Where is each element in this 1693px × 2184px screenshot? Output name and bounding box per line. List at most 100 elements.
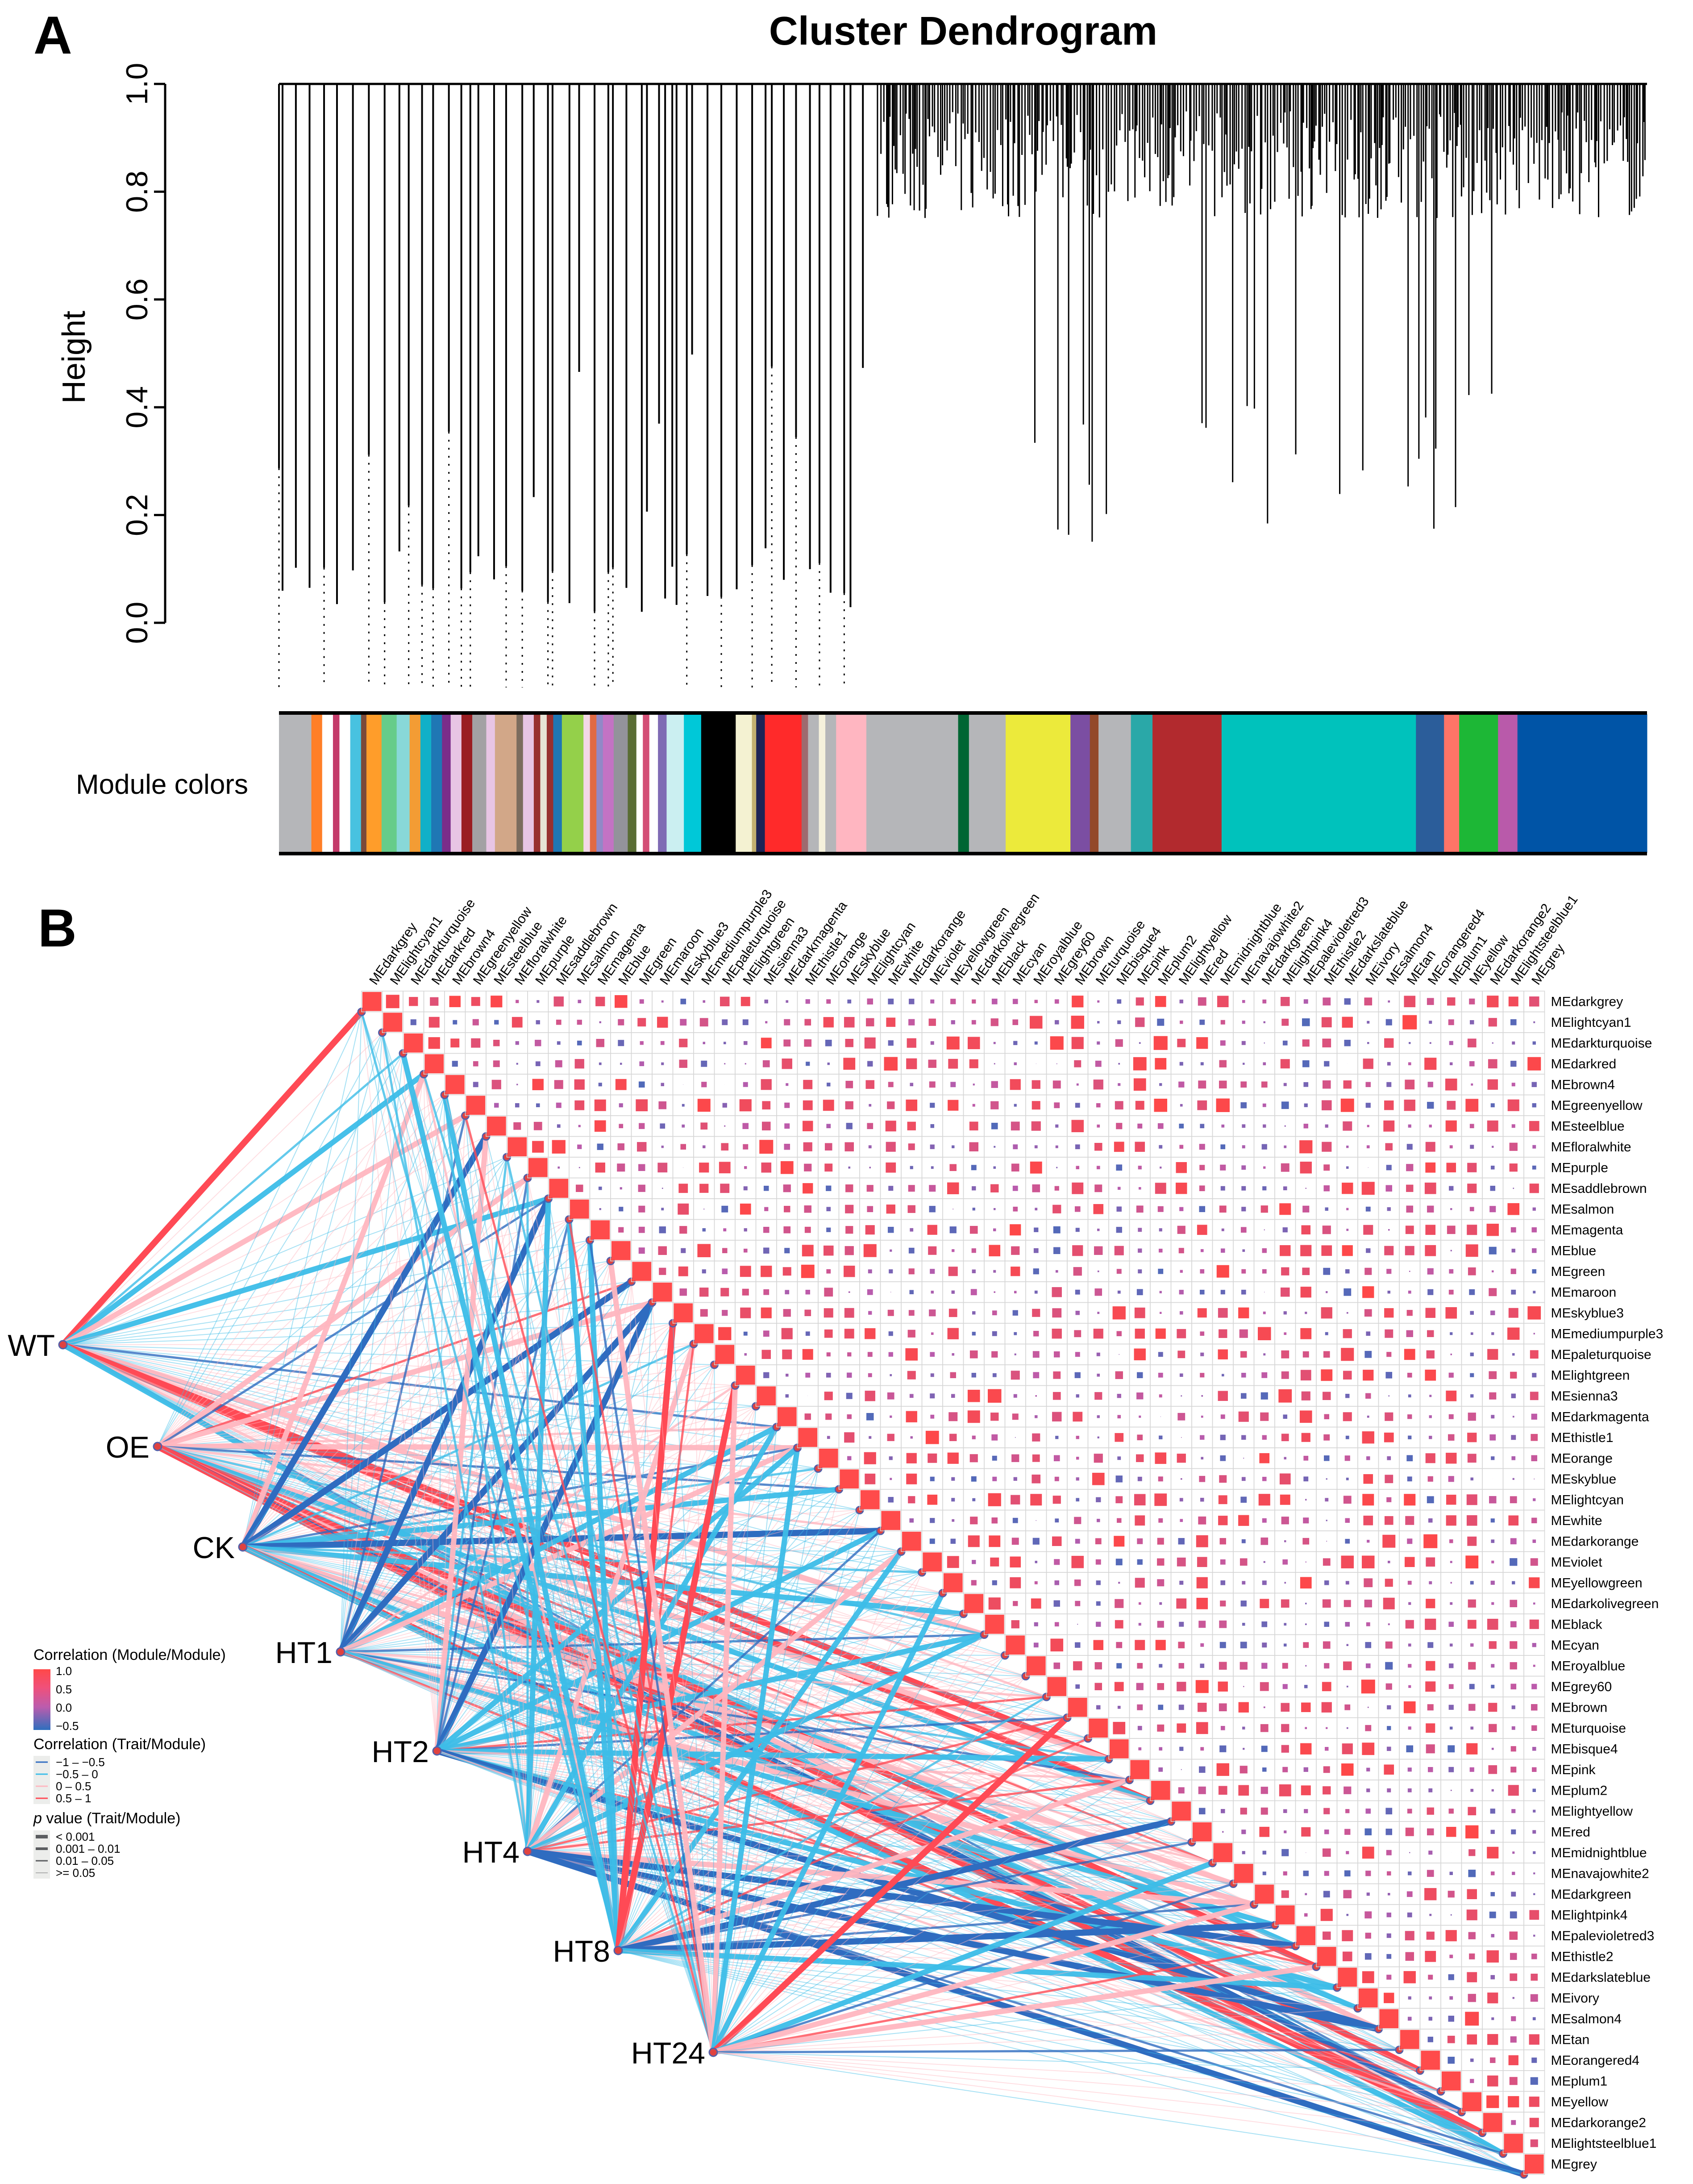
correlation-square	[1407, 1372, 1412, 1378]
module-color-segment	[1459, 714, 1498, 853]
correlation-square	[570, 1199, 589, 1219]
correlation-square	[1466, 1515, 1477, 1526]
correlation-square	[1241, 1372, 1246, 1378]
correlation-square	[1178, 1787, 1185, 1794]
correlation-square	[1112, 1306, 1126, 1320]
correlation-square	[1053, 1600, 1060, 1607]
correlation-square	[991, 1517, 998, 1524]
correlation-square	[536, 1020, 540, 1025]
correlation-square	[1384, 1038, 1394, 1048]
correlation-square	[1263, 1021, 1265, 1023]
module-color-segment	[1006, 714, 1071, 853]
correlation-square	[972, 1560, 976, 1564]
correlation-square	[1179, 1123, 1184, 1129]
trait-module-link	[61, 1072, 426, 1347]
correlation-square	[994, 1063, 995, 1065]
correlation-square	[1258, 1494, 1270, 1506]
trait-node	[708, 2047, 718, 2057]
correlation-square	[860, 1490, 880, 1509]
correlation-square	[1011, 1246, 1020, 1255]
correlation-square	[803, 1079, 813, 1089]
correlation-square	[1259, 1453, 1270, 1463]
correlation-square	[1179, 1290, 1184, 1295]
correlation-square	[1160, 1312, 1162, 1314]
correlation-square	[1177, 1225, 1186, 1234]
correlation-square	[1134, 1307, 1145, 1318]
trait-module-link	[437, 1551, 902, 1751]
trait-module-link	[618, 1841, 1192, 1952]
correlation-square	[574, 1100, 585, 1110]
correlation-square	[1032, 1433, 1040, 1442]
correlation-square	[1012, 1310, 1018, 1316]
correlation-square	[1034, 1227, 1039, 1232]
row-label: MEpurple	[1551, 1160, 1608, 1175]
correlation-square	[1509, 1931, 1518, 1940]
correlation-square	[661, 1146, 664, 1148]
correlation-square	[930, 1414, 935, 1419]
module-color-segment	[516, 714, 524, 853]
module-color-segment	[311, 714, 323, 853]
correlation-square	[1072, 1245, 1083, 1256]
correlation-square	[1177, 1557, 1186, 1567]
correlation-square	[1220, 1726, 1225, 1730]
correlation-square	[1510, 1662, 1517, 1670]
trait-module-link	[62, 1344, 1068, 1718]
correlation-square	[1181, 1478, 1182, 1480]
correlation-square	[1407, 1476, 1412, 1482]
correlation-square	[1135, 1515, 1145, 1526]
correlation-square	[1035, 1561, 1037, 1563]
module-color-segment	[562, 714, 584, 853]
correlation-square	[971, 1165, 977, 1171]
trait-module-link	[464, 1115, 715, 2053]
correlation-square	[1220, 1414, 1225, 1419]
correlation-square	[1529, 1577, 1540, 1588]
correlation-square	[1094, 1246, 1103, 1255]
correlation-square	[1136, 1683, 1144, 1690]
trait-module-link	[340, 1136, 487, 1652]
correlation-square	[909, 1518, 914, 1523]
correlation-square	[1470, 1020, 1474, 1025]
correlation-square	[929, 1206, 936, 1213]
correlation-square	[1220, 1144, 1226, 1150]
correlation-square	[1240, 1642, 1247, 1649]
y-axis: 0.00.20.40.60.81.0	[120, 63, 166, 644]
module-color-segment	[1070, 714, 1090, 853]
correlation-square	[824, 1308, 833, 1318]
correlation-square	[1387, 1207, 1391, 1211]
module-color-segment	[553, 714, 562, 853]
trait-module-link	[361, 1012, 528, 1852]
correlation-square	[1054, 1102, 1060, 1109]
correlation-square	[1218, 1786, 1227, 1795]
correlation-square	[516, 1000, 519, 1003]
row-label: MEorangered4	[1551, 2053, 1639, 2068]
correlation-square	[556, 1102, 562, 1108]
correlation-square	[992, 1476, 997, 1481]
correlation-square	[1072, 1182, 1084, 1194]
correlation-square	[804, 1205, 812, 1213]
correlation-square	[848, 1166, 851, 1169]
correlation-square	[1072, 996, 1084, 1008]
correlation-square	[1118, 1083, 1121, 1086]
correlation-square	[840, 1469, 859, 1489]
correlation-square	[826, 1352, 831, 1357]
trait-module-link	[338, 1300, 655, 1654]
correlation-square	[1364, 1953, 1372, 1960]
correlation-square	[1361, 1680, 1375, 1694]
correlation-square	[1242, 1021, 1245, 1024]
correlation-square	[1387, 1726, 1391, 1730]
correlation-square	[557, 1124, 561, 1128]
correlation-square	[1114, 1246, 1124, 1255]
correlation-square	[1366, 1456, 1370, 1460]
correlation-square	[1491, 1934, 1495, 1938]
correlation-square	[1094, 1142, 1102, 1151]
correlation-square	[1305, 1499, 1307, 1500]
correlation-square	[1508, 996, 1518, 1007]
correlation-square	[884, 1057, 898, 1071]
correlation-square	[700, 1122, 708, 1130]
correlation-square	[1096, 1166, 1100, 1170]
correlation-square	[1301, 1702, 1311, 1712]
correlation-square	[1449, 1643, 1453, 1647]
trait-module-link	[548, 1198, 714, 2053]
correlation-square	[1386, 1352, 1392, 1357]
correlation-square	[1138, 1602, 1141, 1605]
